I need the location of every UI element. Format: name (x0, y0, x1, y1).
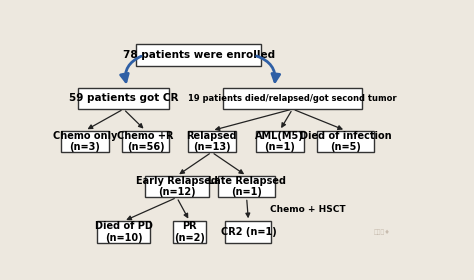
FancyBboxPatch shape (188, 130, 236, 152)
Text: Chemo only
(n=3): Chemo only (n=3) (53, 130, 117, 152)
FancyBboxPatch shape (226, 221, 272, 243)
Text: Chemo +R
(n=56): Chemo +R (n=56) (118, 130, 174, 152)
Text: Died of PD
(n=10): Died of PD (n=10) (95, 221, 153, 243)
FancyBboxPatch shape (97, 221, 150, 243)
FancyBboxPatch shape (137, 44, 261, 66)
Text: 59 patients got CR: 59 patients got CR (69, 93, 178, 103)
FancyBboxPatch shape (256, 130, 303, 152)
FancyBboxPatch shape (223, 87, 362, 109)
Text: Relapsed
(n=13): Relapsed (n=13) (186, 130, 237, 152)
Text: Early Relapsed
(n=12): Early Relapsed (n=12) (136, 176, 218, 197)
FancyBboxPatch shape (218, 176, 275, 197)
Text: 78 patients were enrolled: 78 patients were enrolled (123, 50, 275, 60)
FancyBboxPatch shape (61, 130, 109, 152)
Text: Died of infection
(n=5): Died of infection (n=5) (300, 130, 392, 152)
Text: AML(M5)
(n=1): AML(M5) (n=1) (255, 130, 304, 152)
FancyBboxPatch shape (317, 130, 374, 152)
Text: CR2 (n=1): CR2 (n=1) (220, 227, 276, 237)
Text: PR
(n=2): PR (n=2) (174, 221, 205, 243)
Text: 19 patients died/relapsed/got second tumor: 19 patients died/relapsed/got second tum… (188, 94, 397, 103)
FancyBboxPatch shape (78, 87, 169, 109)
FancyBboxPatch shape (145, 176, 209, 197)
FancyBboxPatch shape (173, 221, 206, 243)
Text: Late Relapsed
(n=1): Late Relapsed (n=1) (208, 176, 286, 197)
FancyBboxPatch shape (122, 130, 169, 152)
Text: Chemo + HSCT: Chemo + HSCT (271, 205, 346, 214)
Text: 小书童♦: 小书童♦ (374, 229, 391, 235)
